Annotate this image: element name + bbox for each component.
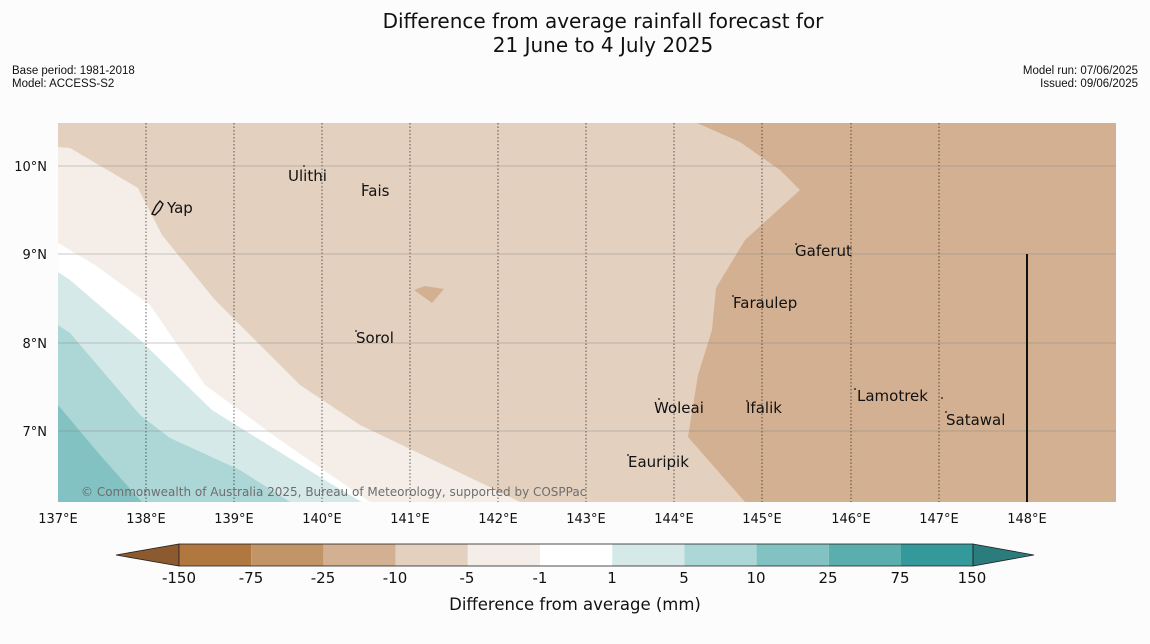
model-text: Model: ACCESS-S2 (12, 78, 115, 90)
lon-tick: 137°E (38, 512, 78, 527)
colorbar-segment (756, 544, 829, 566)
colorbar-segment (684, 544, 757, 566)
colorbar-frame (178, 543, 974, 567)
band-n25-n10-east (688, 123, 1116, 502)
place-ulithi: Ulithi (288, 167, 327, 185)
colorbar-tick: -10 (383, 569, 408, 587)
yap-island-shape (151, 199, 164, 216)
longitude-axis: 137°E 138°E 139°E 140°E 141°E 142°E 143°… (38, 512, 1047, 527)
longitude-gridlines (145, 123, 940, 502)
lon-tick: 142°E (478, 512, 518, 527)
band-p10-p25 (58, 405, 142, 502)
atoll-markers (303, 165, 947, 456)
lon-tick: 140°E (302, 512, 342, 527)
colorbar-segment (828, 544, 901, 566)
colorbar-segment (467, 544, 540, 566)
title-line-1: Difference from average rainfall forecas… (382, 9, 824, 33)
colorbar-tick: 1 (607, 569, 617, 587)
band-p5-p10 (58, 325, 290, 502)
colorbar-title: Difference from average (mm) (449, 595, 701, 614)
place-ifalik: Ifalik (746, 399, 782, 417)
place-fais: Fais (361, 182, 390, 200)
rainfall-anomaly-map: Yap Ulithi Fais Sorol Gaferut Faraulep W… (58, 123, 1116, 502)
colorbar-tick: 5 (679, 569, 689, 587)
place-eauripik: Eauripik (628, 453, 689, 471)
colorbar-tick: -75 (239, 569, 264, 587)
place-yap: Yap (166, 199, 193, 217)
colorbar-segment (612, 544, 685, 566)
lon-tick: 143°E (566, 512, 606, 527)
lon-tick: 141°E (390, 512, 430, 527)
place-satawal: Satawal (946, 411, 1005, 429)
colorbar-segment (179, 544, 252, 566)
base-period-info: Base period: 1981-2018 Model: ACCESS-S2 (12, 65, 135, 91)
colorbar-tick: -1 (533, 569, 548, 587)
latitude-gridlines (58, 165, 1116, 432)
place-sorol: Sorol (356, 329, 394, 347)
place-woleai: Woleai (654, 399, 704, 417)
lon-tick: 145°E (742, 512, 782, 527)
colorbar-tick: -25 (311, 569, 336, 587)
colorbar-tick: 75 (890, 569, 909, 587)
lon-tick: 139°E (214, 512, 254, 527)
colorbar-tick: 10 (746, 569, 765, 587)
lon-tick: 147°E (919, 512, 959, 527)
base-period-text: Base period: 1981-2018 (12, 65, 135, 77)
run-info: Model run: 07/06/2025 Issued: 09/06/2025 (1023, 65, 1138, 91)
lat-tick: 9°N (23, 248, 48, 263)
colorbar-tick: -5 (460, 569, 475, 587)
latitude-axis: 10°N 9°N 8°N 7°N (14, 160, 47, 440)
lon-tick: 138°E (126, 512, 166, 527)
lon-tick: 144°E (654, 512, 694, 527)
map-title: Difference from average rainfall forecas… (0, 9, 1150, 57)
colorbar-tick: 150 (958, 569, 987, 587)
colorbar-tick: -150 (162, 569, 196, 587)
colorbar-extend-low (115, 543, 180, 567)
colorbar-segment (395, 544, 468, 566)
lat-tick: 7°N (23, 425, 48, 440)
colorbar-tick: 25 (818, 569, 837, 587)
lat-tick: 10°N (14, 160, 47, 175)
place-faraulep: Faraulep (733, 294, 797, 312)
lon-tick: 148°E (1007, 512, 1047, 527)
lat-tick: 8°N (23, 337, 48, 352)
colorbar-segment (323, 544, 396, 566)
lon-tick: 146°E (831, 512, 871, 527)
colorbar-segment (540, 544, 613, 566)
band-n25-n10-blob (414, 286, 444, 303)
model-run-text: Model run: 07/06/2025 (1022, 65, 1138, 77)
colorbar-extend-high (972, 543, 1035, 567)
copyright-notice: © Commonwealth of Australia 2025, Bureau… (81, 485, 586, 499)
title-line-2: 21 June to 4 July 2025 (492, 33, 714, 57)
colorbar: -150 -75 -25 -10 -5 -1 1 5 10 25 75 150 … (115, 543, 1035, 614)
place-gaferut: Gaferut (795, 242, 852, 260)
place-lamotrek: Lamotrek (857, 387, 928, 405)
issued-text: Issued: 09/06/2025 (1040, 78, 1138, 90)
colorbar-segment (901, 544, 973, 566)
colorbar-segment (251, 544, 324, 566)
